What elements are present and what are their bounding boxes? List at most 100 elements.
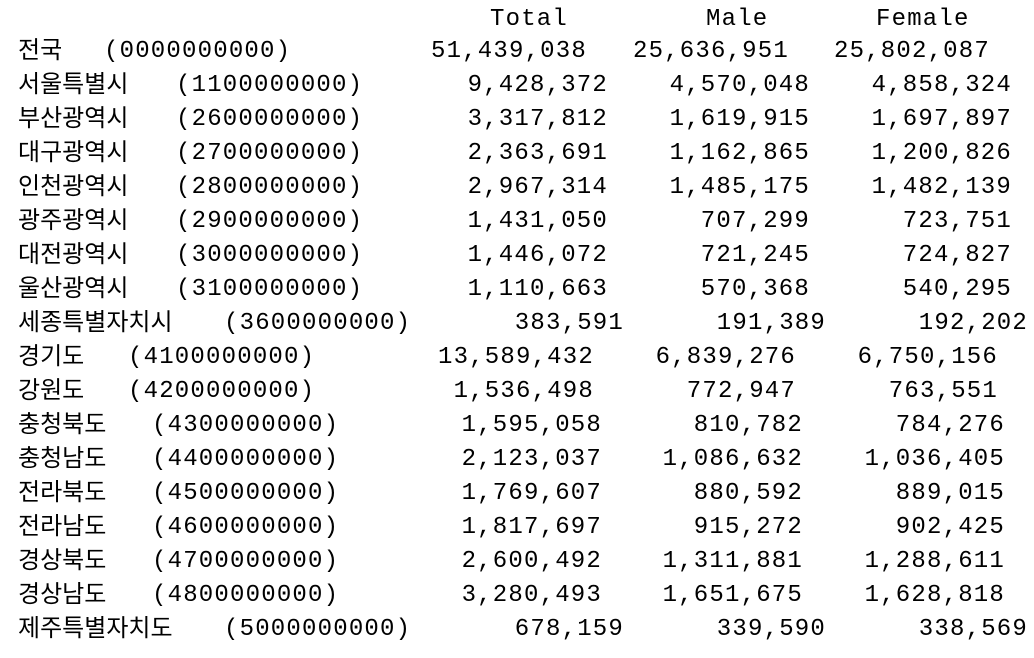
male-value: 810,782 xyxy=(693,412,803,439)
female-value: 540,295 xyxy=(902,276,1012,303)
total-value: 383,591 xyxy=(514,310,624,337)
region-code: (4100000000) xyxy=(128,344,316,371)
region-name: 경기도 xyxy=(18,342,85,370)
table-row: 강원도 (4200000000) 1,536,498 772,947 763,551 xyxy=(0,378,1034,408)
total-value: 13,589,432 xyxy=(437,344,594,371)
region-name: 경상남도 xyxy=(18,580,107,608)
female-value: 724,827 xyxy=(902,242,1012,269)
total-value: 2,600,492 xyxy=(461,548,602,575)
male-value: 1,086,632 xyxy=(662,446,803,473)
table-row: 경상북도 (4700000000) 2,600,492 1,311,881 1,288,… xyxy=(0,548,1034,578)
table-row: 대구광역시 (2700000000) 2,363,691 1,162,865 1,200… xyxy=(0,140,1034,170)
total-value: 3,317,812 xyxy=(467,106,608,133)
male-value: 772,947 xyxy=(686,378,796,405)
female-value: 902,425 xyxy=(895,514,1005,541)
table-row: 전라북도 (4500000000) 1,769,607 880,592 889,015 xyxy=(0,480,1034,510)
table-row: 경기도 (4100000000) 13,589,432 6,839,276 6,750,… xyxy=(0,344,1034,374)
total-value: 2,123,037 xyxy=(461,446,602,473)
female-value: 338,569 xyxy=(918,616,1028,643)
region-name: 전라남도 xyxy=(18,512,107,540)
total-value: 1,536,498 xyxy=(453,378,594,405)
female-value: 1,200,826 xyxy=(871,140,1012,167)
region-code: (4200000000) xyxy=(128,378,316,405)
total-value: 1,769,607 xyxy=(461,480,602,507)
region-name: 전라북도 xyxy=(18,478,107,506)
male-value: 570,368 xyxy=(700,276,810,303)
total-value: 1,110,663 xyxy=(467,276,608,303)
male-value: 6,839,276 xyxy=(655,344,796,371)
region-name: 울산광역시 xyxy=(18,274,129,302)
header-total: Total xyxy=(490,6,569,33)
female-value: 25,802,087 xyxy=(833,38,990,65)
region-code: (1100000000) xyxy=(176,72,364,99)
region-name: 강원도 xyxy=(18,376,85,404)
region-name: 제주특별자치도 xyxy=(18,614,173,642)
region-name: 대구광역시 xyxy=(18,138,129,166)
region-code: (2600000000) xyxy=(176,106,364,133)
female-value: 1,628,818 xyxy=(864,582,1005,609)
region-code: (2800000000) xyxy=(176,174,364,201)
female-value: 889,015 xyxy=(895,480,1005,507)
table-row: 부산광역시 (2600000000) 3,317,812 1,619,915 1,697… xyxy=(0,106,1034,136)
table-row: 대전광역시 (3000000000) 1,446,072 721,245 724,827 xyxy=(0,242,1034,272)
region-code: (4400000000) xyxy=(152,446,340,473)
table-row: 경상남도 (4800000000) 3,280,493 1,651,675 1,628,… xyxy=(0,582,1034,612)
table-row: 세종특별자치시 (3600000000) 383,591 191,389 192,202 xyxy=(0,310,1034,340)
total-value: 1,446,072 xyxy=(467,242,608,269)
total-value: 1,595,058 xyxy=(461,412,602,439)
column-header-row: Total Male Female xyxy=(0,8,1034,36)
table-row: 충청남도 (4400000000) 2,123,037 1,086,632 1,036,… xyxy=(0,446,1034,476)
region-code: (3100000000) xyxy=(176,276,364,303)
region-code: (2900000000) xyxy=(176,208,364,235)
table-row: 울산광역시 (3100000000) 1,110,663 570,368 540,295 xyxy=(0,276,1034,306)
region-code: (3600000000) xyxy=(224,310,412,337)
male-value: 1,485,175 xyxy=(669,174,810,201)
region-name: 광주광역시 xyxy=(18,206,129,234)
male-value: 1,619,915 xyxy=(669,106,810,133)
region-code: (4700000000) xyxy=(152,548,340,575)
table-row: 전국 (0000000000) 51,439,038 25,636,951 25,802… xyxy=(0,38,1034,68)
region-name: 부산광역시 xyxy=(18,104,129,132)
region-code: (5000000000) xyxy=(224,616,412,643)
region-name: 인천광역시 xyxy=(18,172,129,200)
male-value: 25,636,951 xyxy=(632,38,789,65)
header-female: Female xyxy=(876,6,970,33)
male-value: 4,570,048 xyxy=(669,72,810,99)
male-value: 1,311,881 xyxy=(662,548,803,575)
female-value: 4,858,324 xyxy=(871,72,1012,99)
region-code: (4300000000) xyxy=(152,412,340,439)
region-code: (0000000000) xyxy=(104,38,292,65)
male-value: 339,590 xyxy=(716,616,826,643)
region-code: (4800000000) xyxy=(152,582,340,609)
total-value: 678,159 xyxy=(514,616,624,643)
region-name: 서울특별시 xyxy=(18,70,129,98)
male-value: 1,162,865 xyxy=(669,140,810,167)
total-value: 2,363,691 xyxy=(467,140,608,167)
male-value: 707,299 xyxy=(700,208,810,235)
table-row: 서울특별시 (1100000000) 9,428,372 4,570,048 4,858… xyxy=(0,72,1034,102)
female-value: 723,751 xyxy=(902,208,1012,235)
male-value: 191,389 xyxy=(716,310,826,337)
region-code: (4600000000) xyxy=(152,514,340,541)
region-code: (2700000000) xyxy=(176,140,364,167)
region-name: 전국 xyxy=(18,36,63,64)
header-male: Male xyxy=(706,6,769,33)
region-code: (4500000000) xyxy=(152,480,340,507)
table-row: 인천광역시 (2800000000) 2,967,314 1,485,175 1,482… xyxy=(0,174,1034,204)
female-value: 192,202 xyxy=(918,310,1028,337)
region-name: 세종특별자치시 xyxy=(18,308,173,336)
region-code: (3000000000) xyxy=(176,242,364,269)
total-value: 1,817,697 xyxy=(461,514,602,541)
female-value: 1,288,611 xyxy=(864,548,1005,575)
male-value: 880,592 xyxy=(693,480,803,507)
table-row: 제주특별자치도 (5000000000) 678,159 339,590 338,569 xyxy=(0,616,1034,646)
total-value: 9,428,372 xyxy=(467,72,608,99)
region-name: 충청북도 xyxy=(18,410,107,438)
female-value: 1,482,139 xyxy=(871,174,1012,201)
region-name: 경상북도 xyxy=(18,546,107,574)
female-value: 6,750,156 xyxy=(857,344,998,371)
female-value: 1,036,405 xyxy=(864,446,1005,473)
region-name: 대전광역시 xyxy=(18,240,129,268)
total-value: 51,439,038 xyxy=(430,38,587,65)
